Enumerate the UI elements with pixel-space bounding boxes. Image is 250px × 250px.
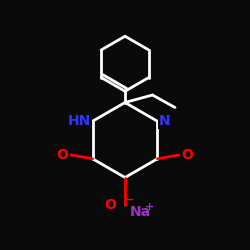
Text: −: −: [124, 194, 134, 204]
Text: O: O: [56, 148, 68, 162]
Text: O: O: [104, 198, 116, 212]
Text: N: N: [159, 114, 170, 128]
Text: HN: HN: [68, 114, 91, 128]
Text: O: O: [182, 148, 194, 162]
Text: Na: Na: [130, 205, 150, 219]
Text: +: +: [144, 202, 154, 212]
